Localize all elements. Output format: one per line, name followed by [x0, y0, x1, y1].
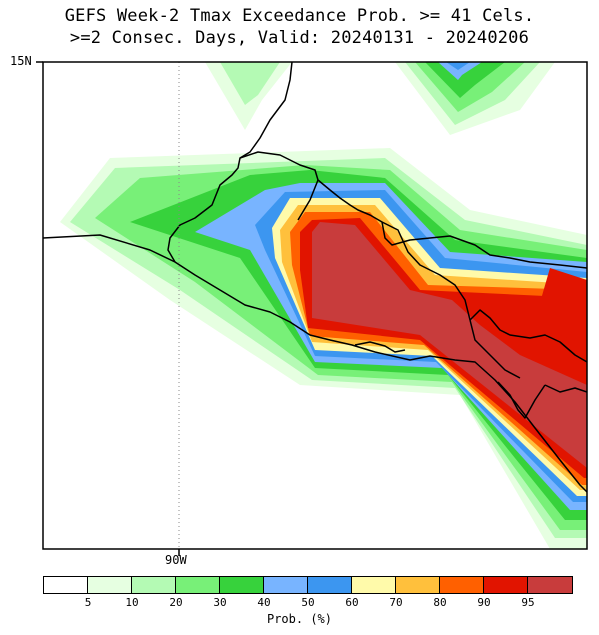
colorbar-tick-label: 5 — [84, 596, 92, 609]
colorbar-unit: Prob. (%) — [266, 612, 333, 626]
colorbar-tick-label: 60 — [345, 596, 359, 609]
colorbar-swatch — [396, 577, 440, 593]
colorbar-tick-label: 30 — [213, 596, 227, 609]
colorbar-tick-label: 70 — [389, 596, 403, 609]
colorbar-tick-label: 80 — [433, 596, 447, 609]
colorbar-swatch — [484, 577, 528, 593]
longitude-label: 90W — [165, 553, 187, 567]
probability-contours — [60, 62, 587, 549]
colorbar-swatch — [528, 577, 572, 593]
title-line-2: >=2 Consec. Days, Valid: 20240131 - 2024… — [69, 28, 530, 48]
map-frame — [42, 61, 588, 550]
colorbar-swatch — [88, 577, 132, 593]
colorbar-swatch — [220, 577, 264, 593]
colorbar-tick-label: 50 — [301, 596, 315, 609]
colorbar-swatch — [308, 577, 352, 593]
colorbar-swatch — [264, 577, 308, 593]
latitude-label: 15N — [10, 54, 32, 68]
colorbar-tick-label: 10 — [125, 596, 139, 609]
coastlines — [43, 62, 587, 493]
colorbar-swatch — [440, 577, 484, 593]
colorbar-tick-label: 40 — [257, 596, 271, 609]
colorbar — [43, 576, 573, 594]
colorbar-tick-label: 20 — [169, 596, 183, 609]
colorbar-swatch — [44, 577, 88, 593]
title-line-1: GEFS Week-2 Tmax Exceedance Prob. >= 41 … — [64, 6, 535, 26]
colorbar-swatch — [132, 577, 176, 593]
colorbar-tick-label: 90 — [477, 596, 491, 609]
colorbar-swatch — [352, 577, 396, 593]
colorbar-swatch — [176, 577, 220, 593]
colorbar-tick-label: 95 — [521, 596, 535, 609]
